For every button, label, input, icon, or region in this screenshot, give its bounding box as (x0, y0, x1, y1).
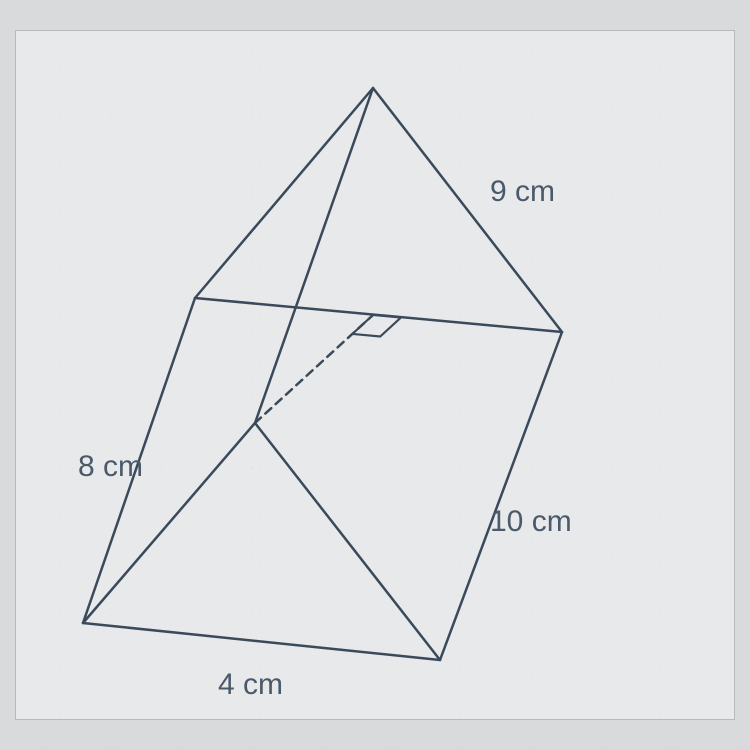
label-base-front: 4 cm (218, 668, 283, 702)
label-depth-right: 10 cm (490, 505, 572, 539)
prism-diagram (0, 0, 750, 750)
label-depth-left: 8 cm (78, 450, 143, 484)
label-slant-right: 9 cm (490, 175, 555, 209)
